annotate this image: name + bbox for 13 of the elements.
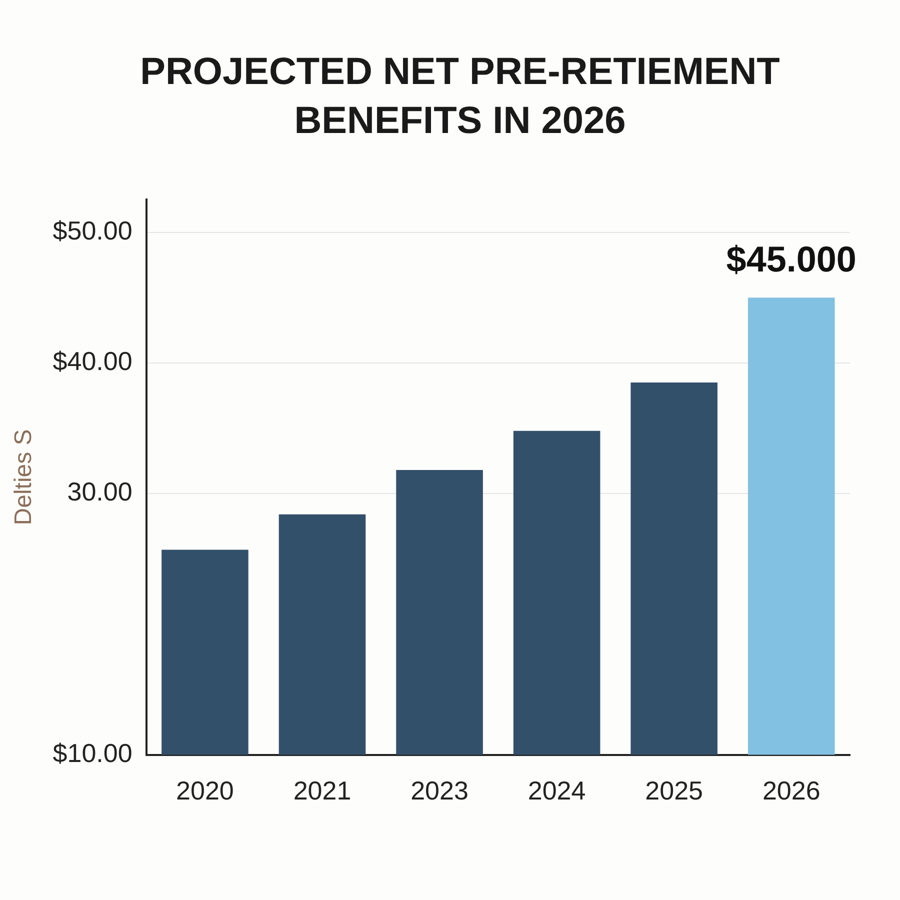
y-axis-title: Delties S [10, 429, 38, 526]
data-label: $45.000 [726, 238, 856, 280]
y-tick-label: $50.00 [52, 215, 132, 246]
y-tick-label: $10.00 [52, 738, 132, 768]
y-tick-label: $40.00 [52, 346, 132, 376]
x-tick-label: 2020 [176, 776, 234, 806]
x-tick-label: 2023 [410, 776, 468, 806]
y-tick-label: 30.00 [67, 476, 132, 507]
x-tick-label: 2025 [645, 776, 704, 806]
x-tick-label: 2021 [293, 776, 352, 806]
x-tick-label: 2024 [528, 776, 586, 806]
chart-title: PROJECTED NET PRE-RETIEMENT BENEFITS IN 2026 [139, 50, 781, 144]
x-tick-label: 2026 [762, 776, 820, 806]
